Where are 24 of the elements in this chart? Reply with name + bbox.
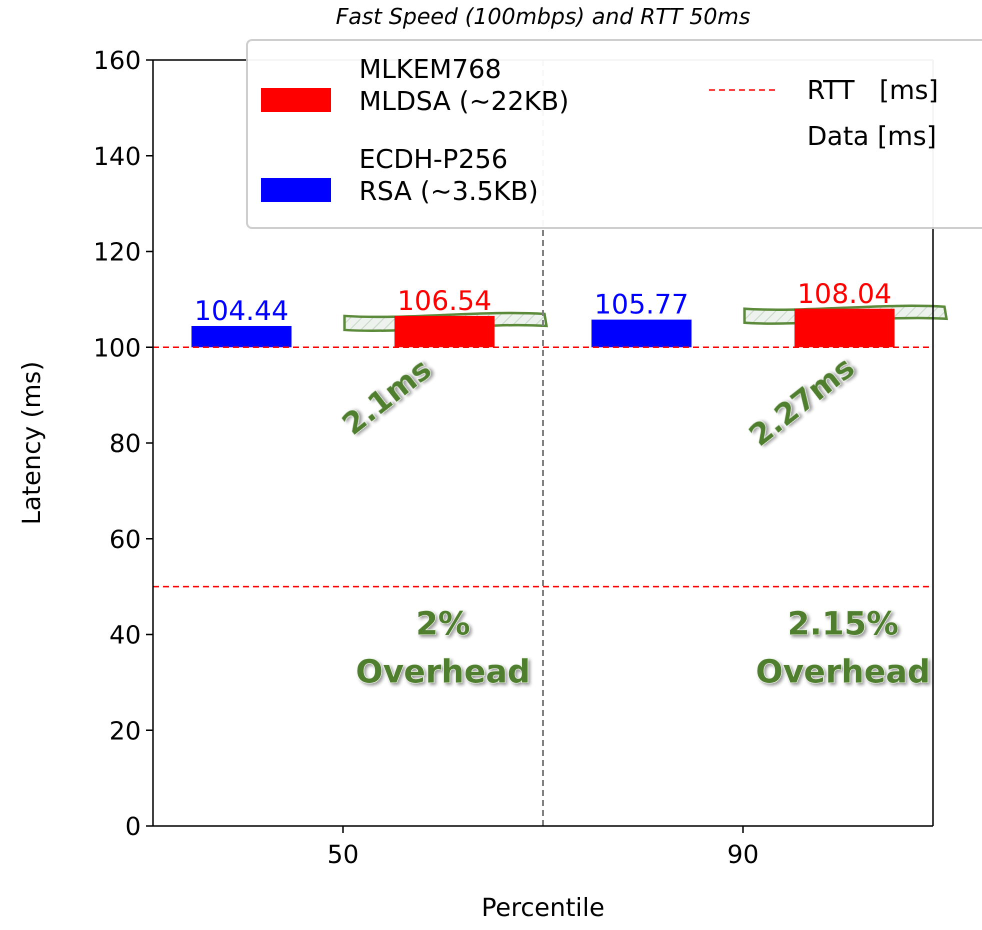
x-axis-title: Percentile bbox=[481, 893, 605, 922]
legend-label: ECDH-P256 RSA (~3.5KB) bbox=[359, 145, 538, 207]
y-axis-title: Latency (ms) bbox=[17, 361, 46, 525]
x-tick-label: 90 bbox=[727, 840, 759, 869]
data-label: 108.04 bbox=[797, 278, 892, 310]
y-tick-label: 20 bbox=[109, 716, 141, 746]
y-tick-label: 160 bbox=[93, 46, 141, 75]
legend-label: RTT [ms] bbox=[807, 76, 938, 106]
y-tick-label: 120 bbox=[93, 238, 141, 266]
annotation: 2% Overhead bbox=[356, 604, 530, 690]
y-tick-label: 80 bbox=[109, 429, 141, 458]
annotation: Data [ms] bbox=[807, 122, 937, 152]
chart-title: Fast Speed (100mbps) and RTT 50ms bbox=[336, 5, 750, 30]
data-label: 105.77 bbox=[594, 290, 689, 321]
y-tick-label: 40 bbox=[109, 620, 141, 650]
annotation: 2.15% Overhead bbox=[756, 604, 930, 690]
y-tick-label: 100 bbox=[93, 333, 141, 362]
y-tick-label: 140 bbox=[93, 142, 141, 171]
data-label: 106.54 bbox=[397, 286, 492, 317]
data-label: 104.44 bbox=[194, 296, 289, 327]
y-tick-label: 0 bbox=[125, 812, 141, 841]
x-tick-label: 50 bbox=[327, 840, 359, 869]
y-tick-label: 60 bbox=[109, 524, 141, 554]
legend-label: MLKEM768 MLDSA (~22KB) bbox=[359, 55, 570, 117]
